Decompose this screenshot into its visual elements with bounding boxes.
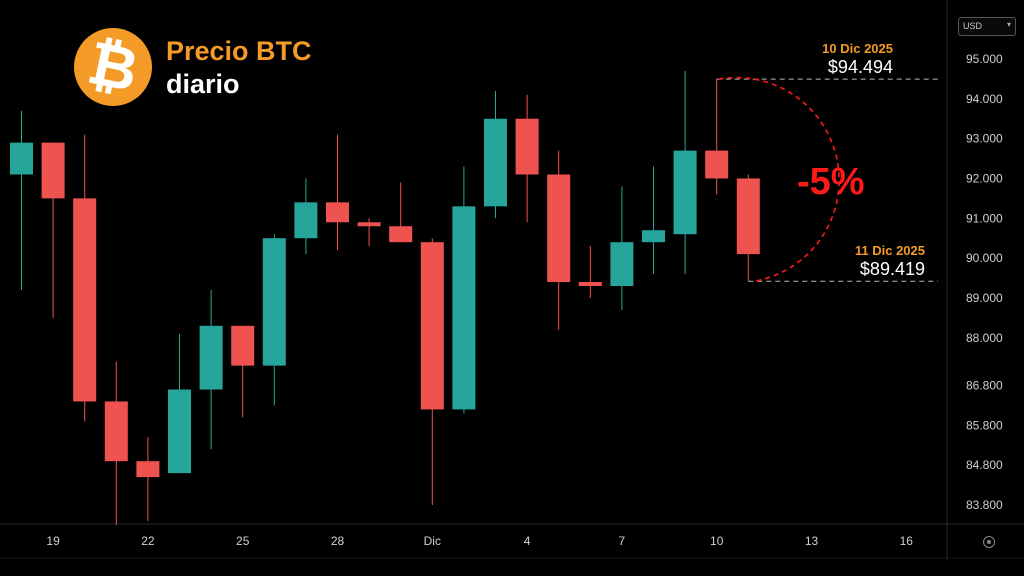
candle-body [326, 202, 349, 223]
low-price-label: $89.419 [860, 259, 925, 279]
candle-body [705, 150, 729, 179]
candle-body [673, 150, 697, 235]
y-tick-label: 84.800 [966, 458, 1003, 472]
chart-title: Precio BTC [166, 36, 312, 66]
candle-body [642, 230, 665, 243]
chart-settings-icon[interactable] [983, 536, 995, 548]
y-tick-label: 95.000 [966, 52, 1003, 66]
candle-body [199, 325, 223, 390]
candle-body [515, 118, 539, 175]
candle-body [231, 325, 255, 366]
x-tick-label: 13 [805, 534, 819, 548]
low-date-label: 11 Dic 2025 [855, 243, 925, 258]
x-tick-label: 22 [141, 534, 155, 548]
candle-body [610, 242, 634, 286]
y-tick-label: 91.000 [966, 211, 1003, 225]
candle-body [104, 401, 128, 462]
chart-subtitle: diario [166, 69, 240, 99]
candle-body [420, 242, 444, 410]
candle-body [736, 178, 760, 255]
y-tick-label: 83.800 [966, 498, 1003, 512]
candle-body [547, 174, 571, 282]
x-tick-label: 28 [331, 534, 345, 548]
candle-body [168, 389, 191, 474]
candle-body [294, 202, 318, 239]
x-tick-label: 10 [710, 534, 724, 548]
percent-change-label: -5% [797, 161, 865, 203]
candle-body [41, 142, 65, 199]
y-tick-label: 85.800 [966, 418, 1003, 432]
y-tick-label: 89.000 [966, 291, 1003, 305]
bitcoin-icon: ₿ [74, 28, 152, 106]
currency-value: USD [963, 21, 983, 31]
y-tick-label: 93.000 [966, 132, 1003, 146]
x-tick-label: Dic [424, 534, 441, 548]
x-tick-label: 16 [900, 534, 914, 548]
x-tick-label: 25 [236, 534, 250, 548]
drop-arc [718, 76, 840, 283]
x-tick-label: 19 [46, 534, 60, 548]
candle-body [578, 282, 602, 286]
x-tick-label: 7 [619, 534, 626, 548]
high-date-label: 10 Dic 2025 [822, 41, 893, 56]
candle-body [73, 198, 97, 402]
y-tick-label: 88.000 [966, 331, 1003, 345]
currency-selector[interactable]: USD ▾ [958, 17, 1016, 36]
candle-body [357, 222, 381, 227]
candle-body [262, 238, 286, 366]
y-tick-label: 94.000 [966, 92, 1003, 106]
y-tick-label: 92.000 [966, 171, 1003, 185]
x-tick-label: 4 [524, 534, 531, 548]
candle-body [452, 206, 476, 410]
high-price-label: $94.494 [828, 57, 893, 77]
candle-body [389, 226, 413, 243]
y-tick-label: 86.800 [966, 379, 1003, 393]
candle-body [136, 461, 160, 478]
y-tick-label: 90.000 [966, 251, 1003, 265]
candle-body [10, 142, 33, 175]
chevron-down-icon: ▾ [1006, 20, 1011, 29]
candle-body [484, 118, 507, 207]
